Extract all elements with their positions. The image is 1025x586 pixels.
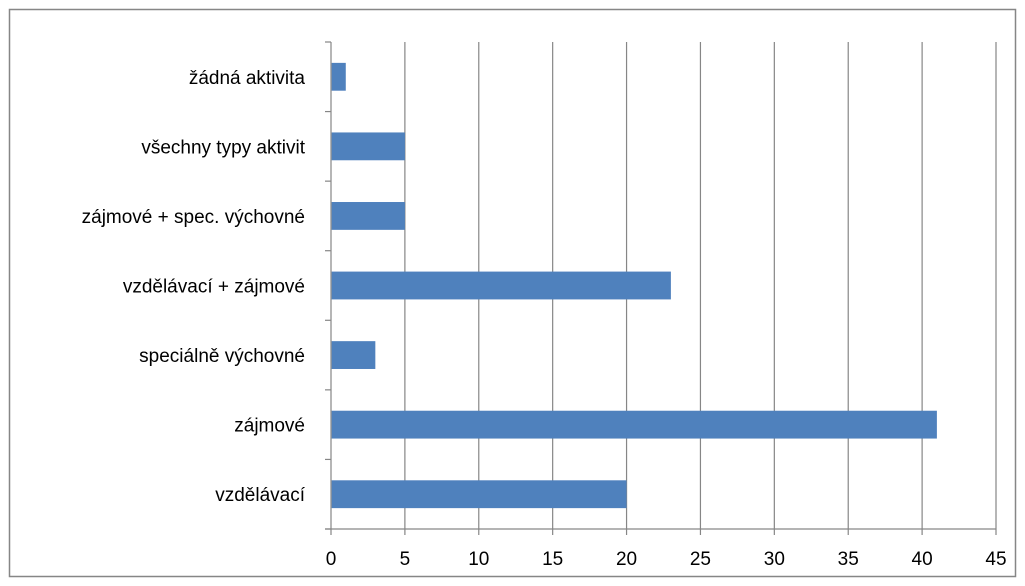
x-tick-label: 30 <box>764 549 785 570</box>
axes <box>325 41 997 535</box>
x-tick-label: 0 <box>326 549 337 570</box>
category-label: zájmové + spec. výchovné <box>82 207 305 228</box>
x-tick-label: 20 <box>616 549 637 570</box>
bar <box>331 202 405 230</box>
category-label: vzdělávací <box>215 485 305 506</box>
category-label: žádná aktivita <box>189 68 306 89</box>
x-tick-label: 15 <box>542 549 563 570</box>
bar <box>331 271 671 300</box>
category-label: speciálně výchovné <box>139 346 305 367</box>
bar <box>331 410 937 439</box>
x-tick-label: 35 <box>838 549 859 570</box>
bars <box>331 62 937 509</box>
bar <box>331 132 405 161</box>
x-tick-label: 10 <box>468 549 489 570</box>
bar <box>331 480 627 509</box>
x-tick-label: 40 <box>912 549 933 570</box>
x-tick-label: 45 <box>985 549 1006 570</box>
grid-lines <box>404 42 997 529</box>
x-tick-label: 25 <box>690 549 711 570</box>
bar <box>331 62 346 91</box>
category-label: vzdělávací + zájmové <box>123 277 305 298</box>
bar <box>331 341 376 369</box>
x-tick-label: 5 <box>400 549 411 570</box>
category-label: všechny typy aktivit <box>141 137 305 158</box>
labels: 0 5 10 15 20 25 30 35 40 45 vzdělávací zájmové speci… <box>82 68 1007 570</box>
category-label: zájmové <box>234 416 305 437</box>
